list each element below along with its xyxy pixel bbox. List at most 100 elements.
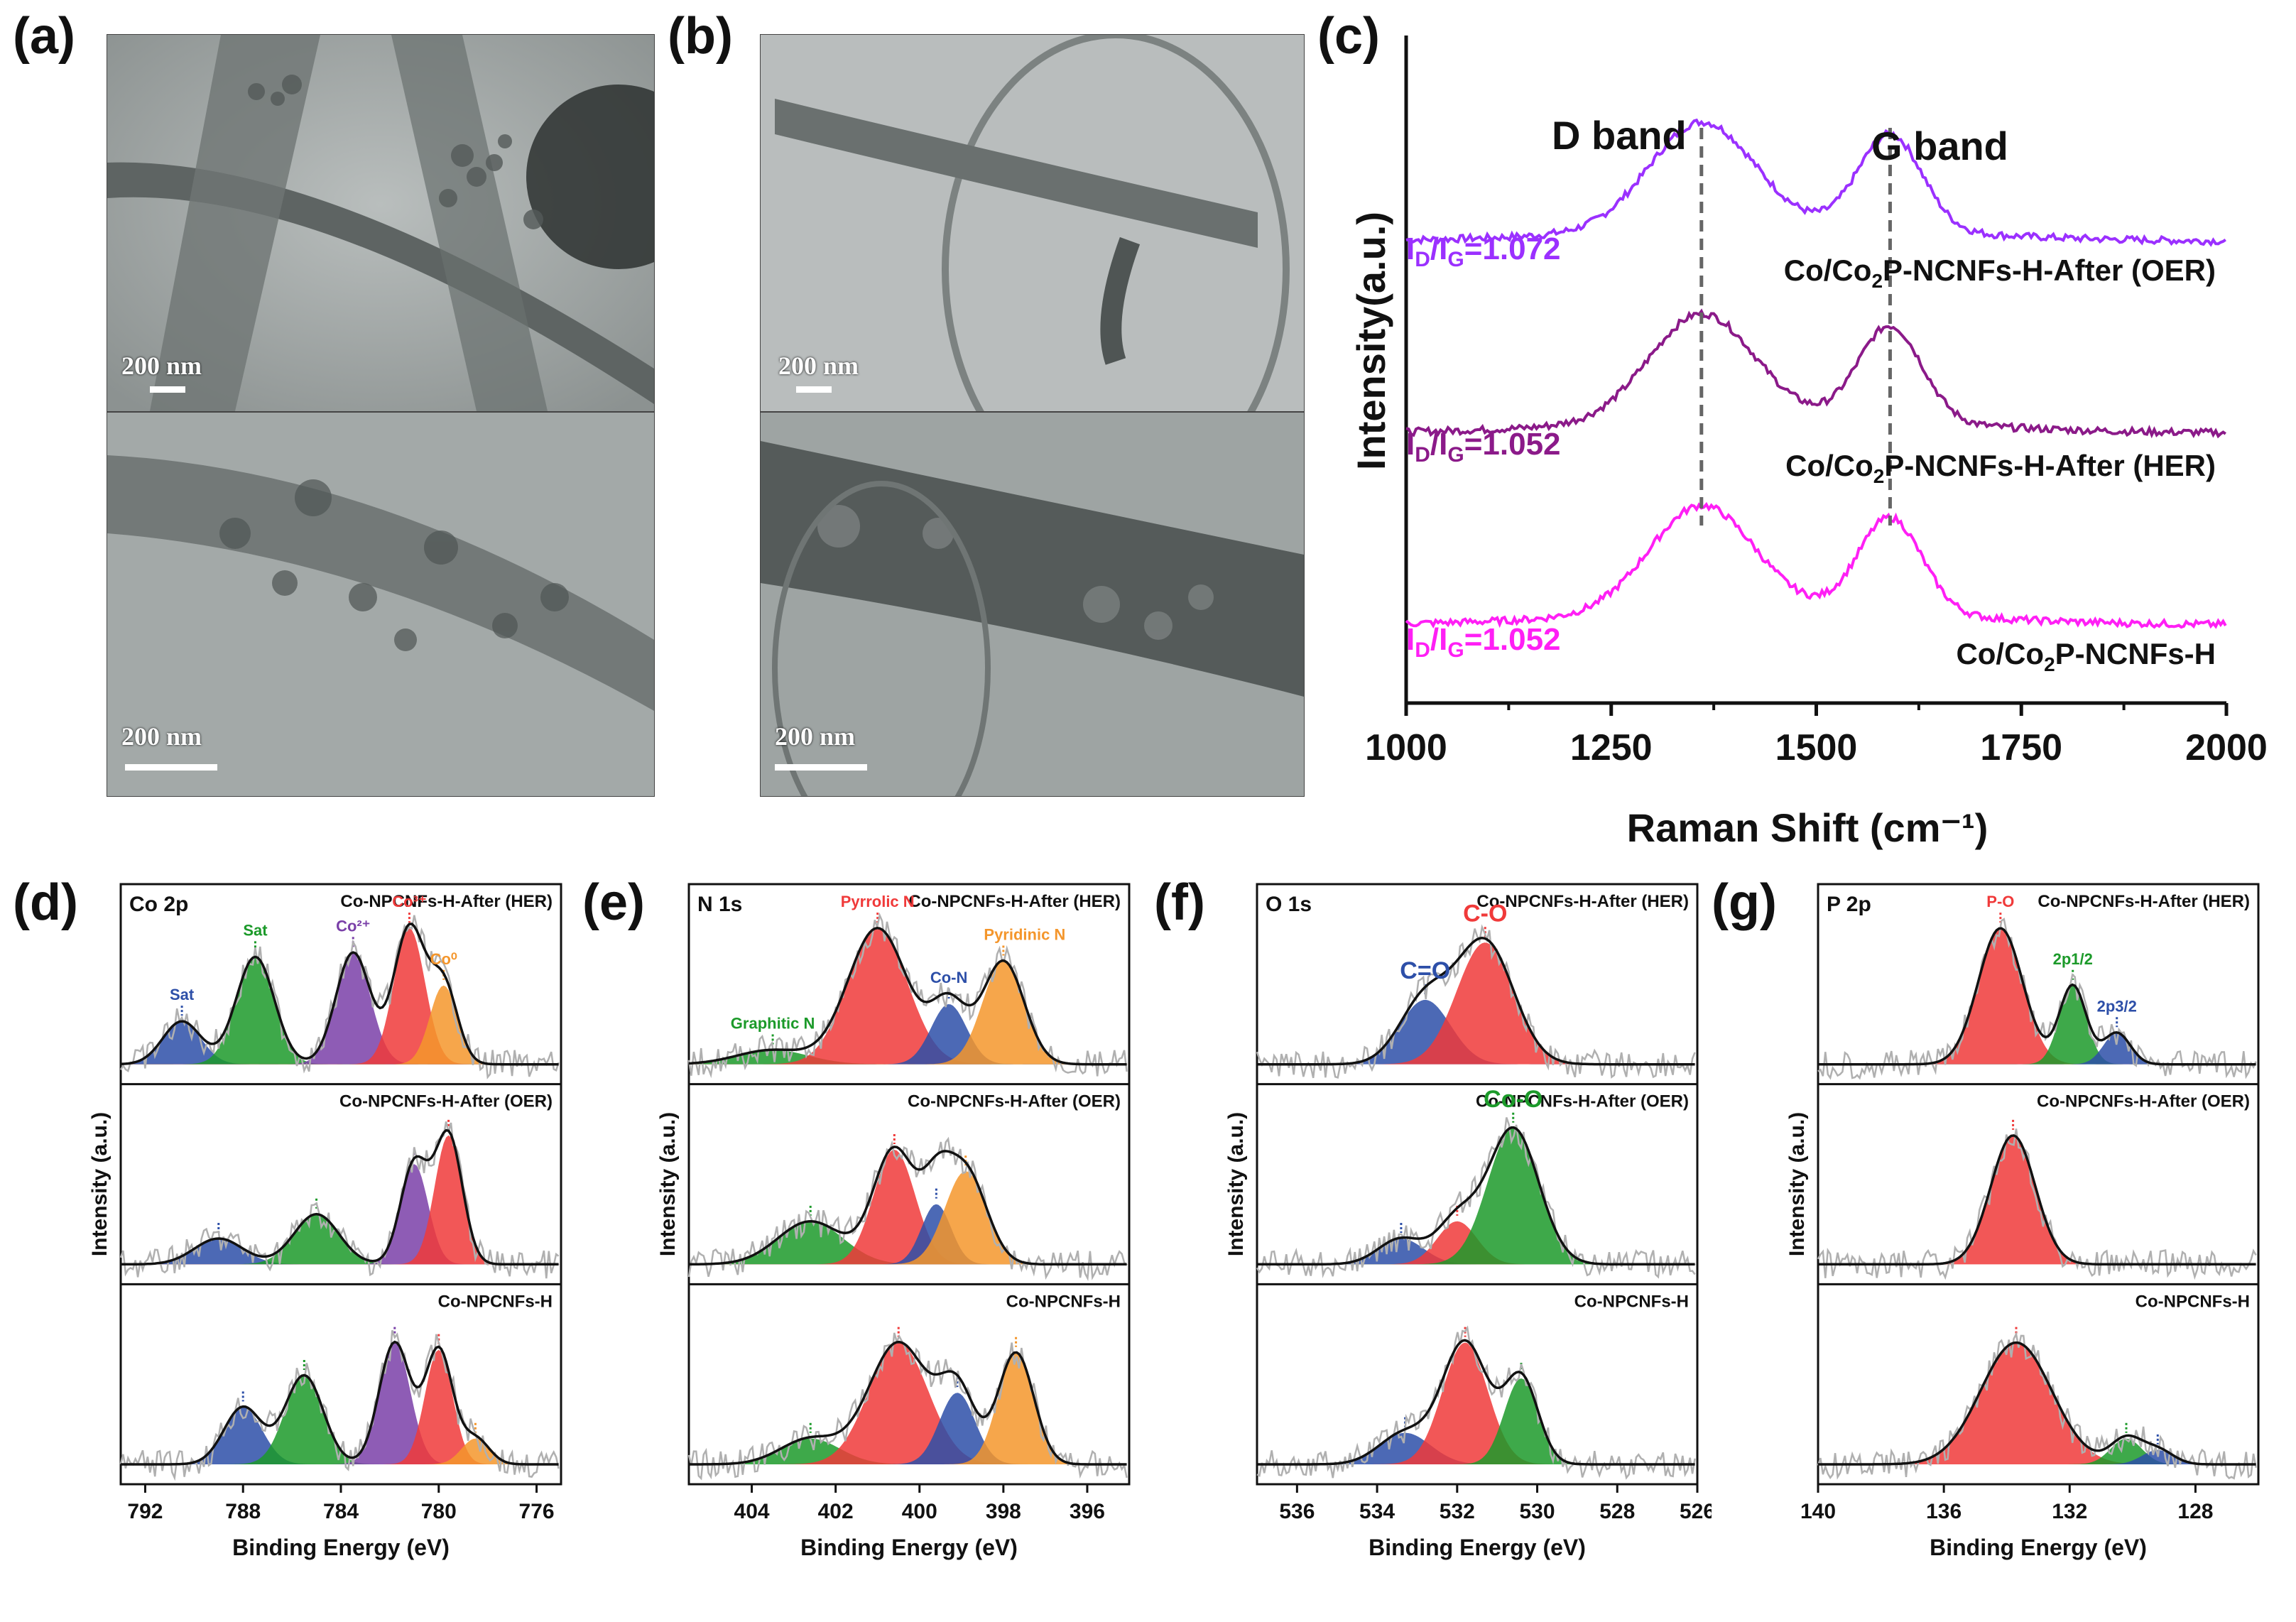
xps-component-peak bbox=[121, 952, 561, 1065]
xps-x-tick-label: 534 bbox=[1359, 1500, 1395, 1523]
xps-component-peak bbox=[121, 957, 561, 1065]
xps-x-tick-label: 402 bbox=[818, 1500, 854, 1523]
xps-title: O 1s bbox=[1266, 893, 1312, 916]
xps-component-peak bbox=[121, 1239, 561, 1265]
raman-x-tick-label: 1750 bbox=[1980, 727, 2062, 768]
tem-micrograph bbox=[761, 413, 1304, 796]
scale-label: 200 nm bbox=[121, 352, 202, 380]
xps-co2p-chart: Co 2p 792 788 784 780 776 Binding Energy (eV) I… bbox=[88, 883, 562, 1560]
xps-stack-label: Co-NPCNFs-H-After (HER) bbox=[2037, 892, 2250, 911]
raman-x-tick-label: 1500 bbox=[1775, 727, 1858, 768]
xps-component-peak bbox=[121, 1135, 561, 1265]
xps-ylabel: Intensity (a.u.) bbox=[1224, 1112, 1248, 1256]
raman-series-pristine bbox=[1405, 501, 2227, 629]
scale-label: 200 nm bbox=[778, 352, 859, 380]
xps-x-tick-label: 528 bbox=[1599, 1500, 1635, 1523]
xps-x-tick-label: 780 bbox=[421, 1500, 457, 1523]
xps-raw-data bbox=[1817, 1331, 2257, 1480]
xps-ylabel: Intensity (a.u.) bbox=[1785, 1112, 1809, 1256]
tem-micrograph bbox=[761, 35, 1304, 411]
xps-envelope bbox=[1257, 1126, 1695, 1266]
xps-raw-data bbox=[1817, 918, 2257, 1080]
xps-title: P 2p bbox=[1827, 893, 1871, 916]
xps-component-peak bbox=[1257, 1342, 1697, 1464]
xps-raw-data bbox=[687, 912, 1128, 1079]
xps-peak-label: Pyrrolic N bbox=[841, 893, 915, 910]
xps-x-tick-label: 784 bbox=[323, 1500, 359, 1523]
xps-component-peak bbox=[1257, 1128, 1697, 1265]
xps-peak-label: Graphitic N bbox=[731, 1015, 815, 1033]
raman-sample-her: Co/Co2P-NCNFs-H-After (HER) bbox=[1785, 449, 2216, 487]
xps-x-tick-label: 136 bbox=[1926, 1500, 1962, 1523]
xps-envelope bbox=[1818, 1134, 2256, 1266]
xps-x-tick-label: 536 bbox=[1279, 1500, 1315, 1523]
xps-component-peak bbox=[689, 1150, 1129, 1265]
xps-component-peak bbox=[1257, 1239, 1697, 1265]
xps-peak-label: P-O bbox=[1986, 893, 2014, 910]
xps-x-tick-label: 404 bbox=[734, 1500, 770, 1523]
xps-component-peak bbox=[689, 928, 1129, 1065]
scale-label: 200 nm bbox=[121, 722, 202, 751]
xps-stack-label: Co-NPCNFs-H-After (OER) bbox=[1476, 1092, 1689, 1111]
xps-x-tick-label: 400 bbox=[902, 1500, 937, 1523]
xps-envelope bbox=[121, 1128, 559, 1266]
xps-raw-data bbox=[687, 1332, 1128, 1481]
xps-envelope bbox=[120, 922, 559, 1066]
raman-plot-area: 1000 1250 1500 1750 2000 bbox=[1365, 36, 2268, 768]
xps-xlabel: Binding Energy (eV) bbox=[1369, 1535, 1586, 1560]
xps-x-tick-label: 788 bbox=[225, 1500, 261, 1523]
xps-p2p-chart: P 2p 140 136 132 128 Binding Energy (eV) Inten… bbox=[1785, 883, 2260, 1560]
xps-title: N 1s bbox=[697, 893, 742, 916]
xps-peak-label: Sat bbox=[170, 986, 195, 1003]
panel-label-f: (f) bbox=[1154, 874, 1205, 931]
xps-ylabel: Intensity (a.u.) bbox=[656, 1112, 680, 1256]
panel-label-d: (d) bbox=[13, 874, 78, 931]
xps-peak-label: 2p3/2 bbox=[2097, 997, 2137, 1015]
raman-xlabel: Raman Shift (cm⁻¹) bbox=[1627, 805, 1988, 850]
raman-chart: 1000 1250 1500 1750 2000 Intensity(a.u.) Ram… bbox=[1349, 36, 2268, 850]
xps-envelope bbox=[1257, 937, 1695, 1066]
xps-xlabel: Binding Energy (eV) bbox=[1930, 1535, 2147, 1560]
tem-micrograph bbox=[107, 35, 654, 411]
xps-component-peak bbox=[121, 1342, 561, 1464]
xps-peak-label: 2p1/2 bbox=[2053, 950, 2093, 968]
xps-stack-label: Co-NPCNFs-H-After (HER) bbox=[340, 892, 553, 911]
xps-peak-label: Sat bbox=[243, 921, 268, 939]
xps-envelope bbox=[1257, 1339, 1695, 1466]
raman-g-band-label: G band bbox=[1871, 124, 2008, 168]
xps-stack-label: Co-NPCNFs-H bbox=[1006, 1292, 1121, 1311]
scale-bar bbox=[125, 764, 217, 771]
xps-component-peak bbox=[121, 1214, 561, 1265]
scale-bar bbox=[796, 386, 832, 393]
xps-envelope bbox=[1818, 927, 2256, 1066]
panel-label-b: (b) bbox=[668, 8, 733, 65]
raman-series-oer bbox=[1405, 118, 2226, 247]
raman-ratio-pristine: ID/IG=1.052 bbox=[1406, 622, 1561, 662]
xps-o1s-chart: O 1s 536 534 532 530 528 526 Binding Energy (eV… bbox=[1224, 883, 1712, 1560]
xps-x-tick-label: 128 bbox=[2177, 1500, 2213, 1523]
xps-component-peak bbox=[689, 1352, 1129, 1464]
xps-x-tick-label: 776 bbox=[519, 1500, 555, 1523]
xps-component-peak bbox=[1257, 942, 1697, 1065]
xps-stack-label: Co-NPCNFs-H bbox=[2136, 1292, 2250, 1311]
tem-image-b-top: 200 nm bbox=[760, 34, 1305, 412]
raman-sample-pristine: Co/Co2P-NCNFs-H bbox=[1956, 637, 2216, 675]
xps-ylabel: Intensity (a.u.) bbox=[88, 1112, 111, 1256]
xps-frame bbox=[1817, 883, 2260, 1486]
xps-xlabel: Binding Energy (eV) bbox=[232, 1535, 450, 1560]
raman-sample-oer: Co/Co2P-NCNFs-H-After (OER) bbox=[1784, 254, 2216, 292]
xps-component-peak bbox=[1818, 1342, 2258, 1464]
panel-label-a: (a) bbox=[13, 8, 75, 65]
xps-peak-label: Pyridinic N bbox=[984, 925, 1065, 943]
xps-component-peak bbox=[121, 985, 561, 1065]
panel-label-g: (g) bbox=[1712, 874, 1777, 931]
tem-image-a-bottom: 200 nm bbox=[107, 412, 655, 797]
xps-component-peak bbox=[121, 1438, 561, 1464]
raman-x-tick-label: 1250 bbox=[1570, 727, 1653, 768]
tem-micrograph bbox=[107, 413, 654, 796]
xps-n1s-chart: N 1s 404 402 400 398 396 Binding Energy (eV) In… bbox=[656, 883, 1131, 1560]
raman-ylabel: Intensity(a.u.) bbox=[1349, 212, 1393, 470]
xps-stack-label: Co-NPCNFs-H-After (HER) bbox=[908, 892, 1121, 911]
xps-peak-label: Co-O bbox=[1484, 1086, 1543, 1113]
xps-envelope bbox=[689, 1340, 1127, 1466]
